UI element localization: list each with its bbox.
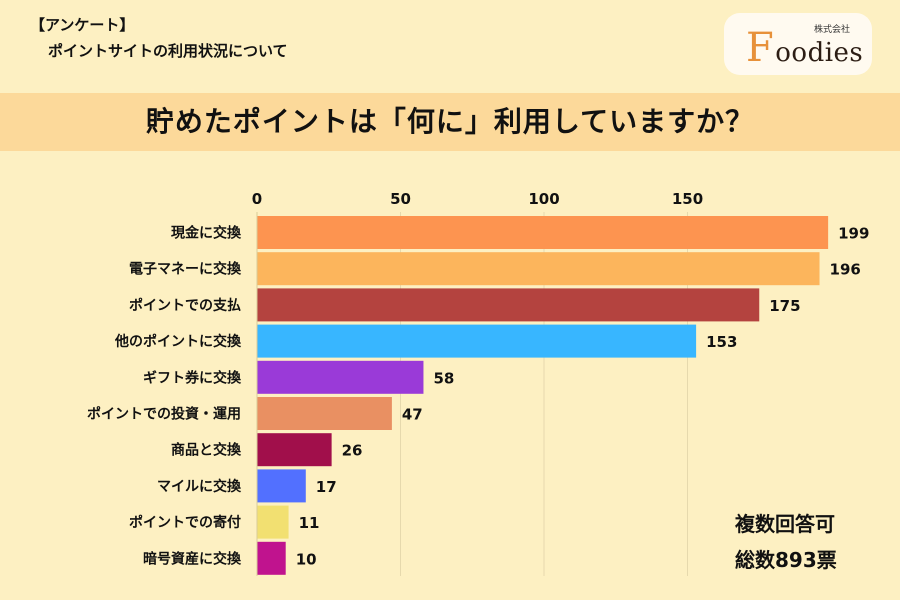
category-label: ギフト券に交換: [143, 369, 242, 386]
category-label: 現金に交換: [171, 225, 242, 242]
category-label: 他のポイントに交換: [114, 333, 242, 350]
category-label: ポイントでの寄付: [129, 514, 241, 531]
logo-rest: oodies: [775, 38, 864, 68]
value-label: 26: [342, 442, 363, 460]
category-label: 商品と交換: [171, 442, 242, 459]
value-label: 196: [830, 261, 861, 279]
question-title: 貯めたポイントは「何に」利用していますか？: [0, 93, 900, 151]
survey-subtitle: ポイントサイトの利用状況について: [48, 42, 288, 60]
category-label: ポイントでの投資・運用: [87, 406, 241, 423]
brand-logo: Foodies 株式会社: [724, 13, 872, 75]
bar: [257, 324, 697, 358]
survey-header: 【アンケート】 ポイントサイトの利用状況について: [30, 12, 288, 64]
value-label: 175: [769, 297, 800, 315]
category-label: 暗号資産に交換: [143, 550, 242, 567]
bar: [257, 252, 820, 286]
survey-label: 【アンケート】: [30, 16, 135, 34]
value-label: 58: [433, 369, 454, 387]
logo-wordmark: Foodies: [746, 25, 863, 71]
value-label: 47: [402, 406, 423, 424]
bar: [257, 216, 829, 249]
value-label: 11: [299, 514, 320, 532]
bar: [257, 433, 332, 467]
value-label: 199: [838, 225, 869, 243]
bar: [257, 360, 424, 394]
x-tick-label: 150: [672, 190, 703, 208]
category-label: マイルに交換: [157, 478, 242, 495]
value-label: 17: [316, 478, 337, 496]
value-label: 10: [296, 550, 317, 568]
bar: [257, 541, 286, 575]
multiple-answers-note: 複数回答可: [735, 512, 835, 536]
logo-corp-label: 株式会社: [813, 25, 850, 35]
bar: [257, 288, 760, 322]
x-tick-label: 100: [528, 190, 559, 208]
category-label: ポイントでの支払: [129, 297, 241, 314]
category-label: 電子マネーに交換: [129, 261, 242, 278]
x-tick-label: 0: [252, 190, 262, 208]
bar: [257, 505, 289, 539]
total-votes-note: 総数893票: [735, 548, 837, 572]
x-tick-label: 50: [390, 190, 411, 208]
value-label: 153: [706, 333, 737, 351]
bar: [257, 469, 306, 503]
logo-initial: F: [746, 25, 775, 71]
bar: [257, 397, 392, 430]
